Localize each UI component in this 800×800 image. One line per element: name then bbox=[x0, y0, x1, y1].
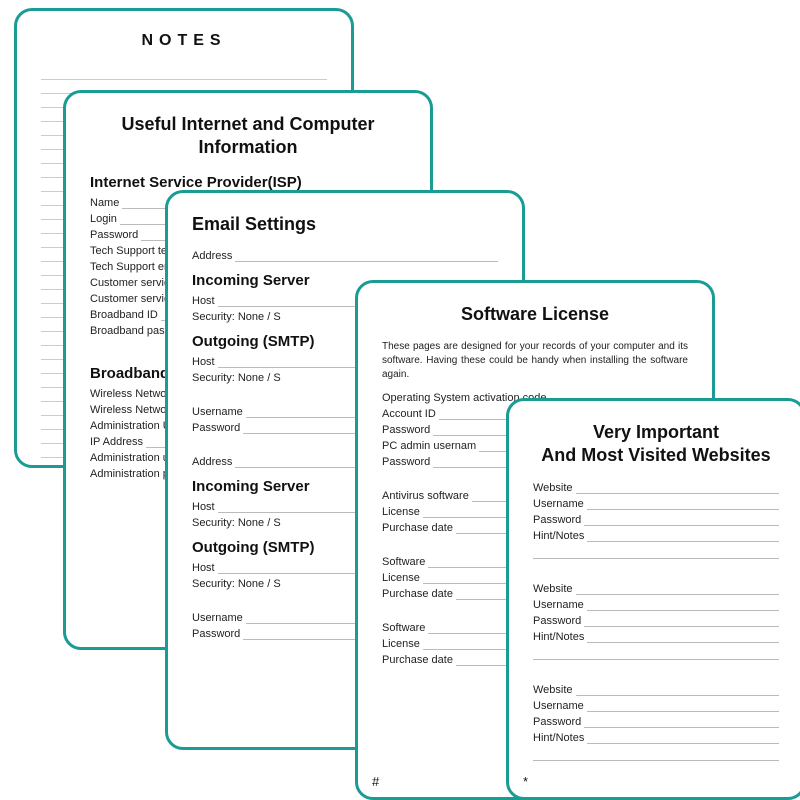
software-title: Software License bbox=[382, 303, 688, 326]
field-blank-line bbox=[587, 610, 779, 611]
form-field: Hint/Notes bbox=[533, 732, 779, 744]
field-blank-line bbox=[587, 743, 779, 744]
field-label: Address bbox=[192, 250, 232, 262]
field-blank-line bbox=[235, 261, 498, 262]
field-label: IP Address bbox=[90, 436, 143, 448]
field-label: Address bbox=[192, 456, 232, 468]
field-blank-line bbox=[587, 642, 779, 643]
field-label: Username bbox=[192, 612, 243, 624]
field-label: Antivirus software bbox=[382, 490, 469, 502]
form-field: Password bbox=[533, 514, 779, 526]
field-blank-line bbox=[587, 711, 779, 712]
internet-title: Useful Internet and Computer Information bbox=[90, 113, 406, 160]
field-label: Password bbox=[192, 422, 240, 434]
form-field: Website bbox=[533, 583, 779, 595]
field-label: Hint/Notes bbox=[533, 631, 584, 643]
form-field: Hint/Notes bbox=[533, 530, 779, 542]
field-label: Website bbox=[533, 583, 573, 595]
field-label: Tech Support tel. bbox=[90, 245, 173, 257]
card-websites: Very Important And Most Visited Websites… bbox=[506, 398, 800, 800]
field-blank-line bbox=[576, 594, 779, 595]
software-desc: These pages are designed for your record… bbox=[382, 340, 688, 382]
websites-title-line2: And Most Visited Websites bbox=[541, 445, 770, 465]
form-field: Website bbox=[533, 684, 779, 696]
field-label: Username bbox=[533, 599, 584, 611]
field-blank-line bbox=[576, 493, 779, 494]
field-label: Broadband ID bbox=[90, 309, 158, 321]
form-field: Address bbox=[192, 250, 498, 262]
field-label: Password bbox=[382, 424, 430, 436]
field-label: Customer service bbox=[90, 277, 176, 289]
section-heading: Internet Service Provider(ISP) bbox=[90, 174, 406, 191]
software-corner-mark: # bbox=[372, 774, 379, 789]
field-label: Account ID bbox=[382, 408, 436, 420]
field-label: Hint/Notes bbox=[533, 732, 584, 744]
websites-body: Website Username Password Hint/Notes Website… bbox=[533, 482, 779, 781]
field-label: Host bbox=[192, 295, 215, 307]
field-label: Customer service bbox=[90, 293, 176, 305]
form-field: Password bbox=[533, 615, 779, 627]
notes-title: NOTES bbox=[41, 31, 327, 52]
form-field: Website bbox=[533, 482, 779, 494]
websites-corner-mark: * bbox=[523, 774, 528, 789]
field-label: Website bbox=[533, 684, 573, 696]
field-label: Administration pa bbox=[90, 468, 175, 480]
field-label: Password bbox=[533, 514, 581, 526]
form-field: Hint/Notes bbox=[533, 631, 779, 643]
field-label: Host bbox=[192, 501, 215, 513]
field-blank-line bbox=[576, 695, 779, 696]
websites-title-line1: Very Important bbox=[593, 422, 719, 442]
field-label: Password bbox=[533, 716, 581, 728]
field-label: Username bbox=[192, 406, 243, 418]
field-label: Password bbox=[90, 229, 138, 241]
field-label: Purchase date bbox=[382, 588, 453, 600]
field-blank-line bbox=[587, 541, 779, 542]
field-label: Wireless Network bbox=[90, 388, 176, 400]
field-label: Name bbox=[90, 197, 119, 209]
field-label: Password bbox=[192, 628, 240, 640]
form-field: Password bbox=[533, 716, 779, 728]
form-field: Username bbox=[533, 700, 779, 712]
field-label: License bbox=[382, 638, 420, 650]
field-blank-line bbox=[584, 626, 779, 627]
field-blank-line bbox=[587, 509, 779, 510]
field-label: Software bbox=[382, 556, 425, 568]
field-label: PC admin usernam bbox=[382, 440, 476, 452]
websites-title: Very Important And Most Visited Websites bbox=[533, 421, 779, 468]
field-label: Wireless Network bbox=[90, 404, 176, 416]
field-label: Software bbox=[382, 622, 425, 634]
form-field: Username bbox=[533, 498, 779, 510]
field-label: Host bbox=[192, 356, 215, 368]
field-blank-line bbox=[584, 525, 779, 526]
field-label: Purchase date bbox=[382, 654, 453, 666]
ruled-line bbox=[41, 66, 327, 80]
field-label: Username bbox=[533, 700, 584, 712]
field-label: License bbox=[382, 506, 420, 518]
field-blank-line bbox=[584, 727, 779, 728]
field-label: Website bbox=[533, 482, 573, 494]
field-label: Password bbox=[382, 456, 430, 468]
form-field: Username bbox=[533, 599, 779, 611]
field-blank-line bbox=[533, 748, 779, 761]
field-label: Purchase date bbox=[382, 522, 453, 534]
field-label: Administration us bbox=[90, 452, 174, 464]
field-label: Password bbox=[533, 615, 581, 627]
field-label: Hint/Notes bbox=[533, 530, 584, 542]
field-label: Tech Support em bbox=[90, 261, 173, 273]
field-label: Administration U bbox=[90, 420, 171, 432]
field-label: License bbox=[382, 572, 420, 584]
email-title: Email Settings bbox=[192, 213, 498, 236]
field-blank-line bbox=[533, 546, 779, 559]
field-label: Login bbox=[90, 213, 117, 225]
field-label: Host bbox=[192, 562, 215, 574]
field-blank-line bbox=[533, 647, 779, 660]
field-label: Username bbox=[533, 498, 584, 510]
